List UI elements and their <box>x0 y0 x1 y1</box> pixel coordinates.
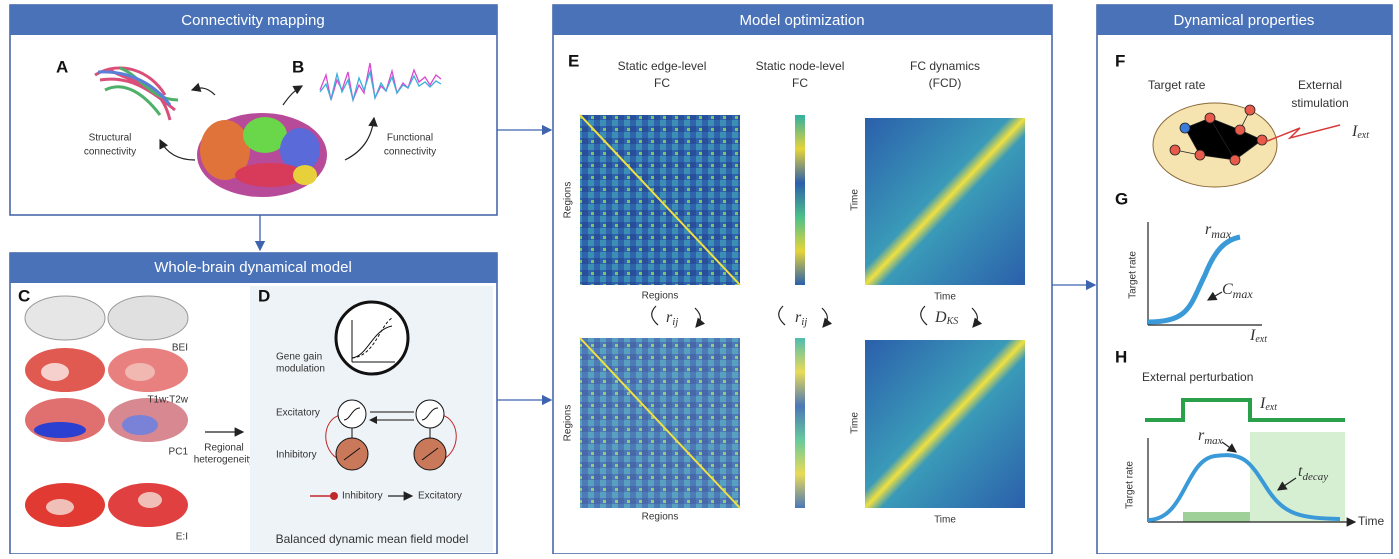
caption: connectivity <box>84 147 136 158</box>
caption: heterogeneity <box>194 455 255 466</box>
caption: connectivity <box>384 147 436 158</box>
graphic <box>293 165 317 185</box>
panel-label: D <box>258 286 270 305</box>
graphic <box>338 400 366 428</box>
column-title: Static edge-level <box>618 59 707 73</box>
node-fc-vector <box>795 115 805 285</box>
caption: Inhibitory <box>276 450 317 461</box>
subscript: ext <box>1357 130 1369 141</box>
caption: External <box>1298 78 1342 92</box>
model-panel: Whole-brain dynamical model C BEI T1w:T2… <box>10 253 497 554</box>
graphic <box>1170 145 1180 155</box>
map-label: E:I <box>176 532 188 543</box>
graphic <box>1195 150 1205 160</box>
dynamics-panel: Dynamical properties F Target rate Exter… <box>1097 5 1392 554</box>
brain-parcellation <box>197 113 327 197</box>
optimization-panel: Model optimization E Static edge-level F… <box>553 5 1052 554</box>
graphic <box>41 363 69 381</box>
map-label: PC1 <box>169 447 189 458</box>
section-title: External perturbation <box>1142 370 1253 384</box>
fcd-matrix <box>865 340 1025 508</box>
graphic <box>1205 113 1215 123</box>
axis-label: Regions <box>563 182 574 219</box>
column-title: Static node-level <box>756 59 845 73</box>
node-fc-vector <box>795 338 805 508</box>
graphic <box>25 296 105 340</box>
figure: Connectivity mapping A B Structural conn… <box>0 0 1399 554</box>
subscript: ext <box>1265 402 1277 413</box>
axis-label: Regions <box>563 405 574 442</box>
graphic <box>138 492 162 508</box>
graphic <box>1257 135 1267 145</box>
panel-label: A <box>56 57 68 76</box>
panel-frame <box>1097 5 1392 554</box>
axis-label: Time <box>1358 514 1385 528</box>
subscript: ext <box>1255 334 1267 345</box>
panel-title: Connectivity mapping <box>181 12 324 29</box>
column-title: FC <box>654 76 670 90</box>
panel-label: F <box>1115 51 1125 70</box>
map-label: BEI <box>172 343 188 354</box>
caption: modulation <box>276 364 325 375</box>
column-title: (FCD) <box>929 76 962 90</box>
caption: Excitatory <box>276 408 320 419</box>
axis-label: Regions <box>642 512 679 523</box>
subscript: max <box>1211 227 1232 241</box>
graphic <box>1235 125 1245 135</box>
panel-label: H <box>1115 347 1127 366</box>
graphic <box>1230 155 1240 165</box>
axis-label: Time <box>850 189 861 211</box>
axis-label: Regions <box>642 291 679 302</box>
column-title: FC dynamics <box>910 59 980 73</box>
caption: Balanced dynamic mean field model <box>276 532 469 546</box>
graphic <box>108 296 188 340</box>
symbol: D <box>934 309 947 326</box>
caption: Gene gain <box>276 352 322 363</box>
panel-title: Dynamical properties <box>1174 12 1315 29</box>
axis-label: Time <box>934 515 956 526</box>
page: Connectivity mapping A B Structural conn… <box>0 0 1399 554</box>
subscript: max <box>1204 435 1222 447</box>
map-label: T1w:T2w <box>147 395 188 406</box>
gain-inset <box>336 302 408 374</box>
graphic <box>416 400 444 428</box>
axis-label: Target rate <box>1128 251 1139 299</box>
axis-label: Time <box>934 292 956 303</box>
graphic <box>1180 123 1190 133</box>
panel-label: C <box>18 286 30 305</box>
fcd-matrix <box>865 118 1025 285</box>
legend-label: Inhibitory <box>342 491 383 502</box>
axis-label: Target rate <box>1125 461 1136 509</box>
symbol: C <box>1222 281 1233 298</box>
column-title: FC <box>792 76 808 90</box>
subscript: KS <box>946 316 959 327</box>
connectivity-panel: Connectivity mapping A B Structural conn… <box>10 5 497 215</box>
panel-label: G <box>1115 189 1128 208</box>
legend-label: Excitatory <box>418 491 462 502</box>
caption: stimulation <box>1291 96 1348 110</box>
subscript: max <box>1233 287 1254 301</box>
graphic <box>1245 105 1255 115</box>
graphic <box>46 499 74 515</box>
caption: Target rate <box>1148 78 1206 92</box>
panel-title: Model optimization <box>739 12 864 29</box>
graphic <box>125 363 155 381</box>
caption: Structural <box>89 133 132 144</box>
graphic <box>122 415 158 435</box>
subscript: ij <box>672 316 678 328</box>
caption: Functional <box>387 133 433 144</box>
baseline-window <box>1183 512 1250 522</box>
subscript: ij <box>801 316 807 328</box>
panel-label: B <box>292 57 304 76</box>
subscript: decay <box>1302 471 1328 483</box>
caption: Regional <box>204 443 243 454</box>
axis-label: Time <box>850 412 861 434</box>
panel-title: Whole-brain dynamical model <box>154 259 352 276</box>
panel-label: E <box>568 51 579 70</box>
legend-dot <box>330 492 338 500</box>
graphic <box>34 422 86 438</box>
